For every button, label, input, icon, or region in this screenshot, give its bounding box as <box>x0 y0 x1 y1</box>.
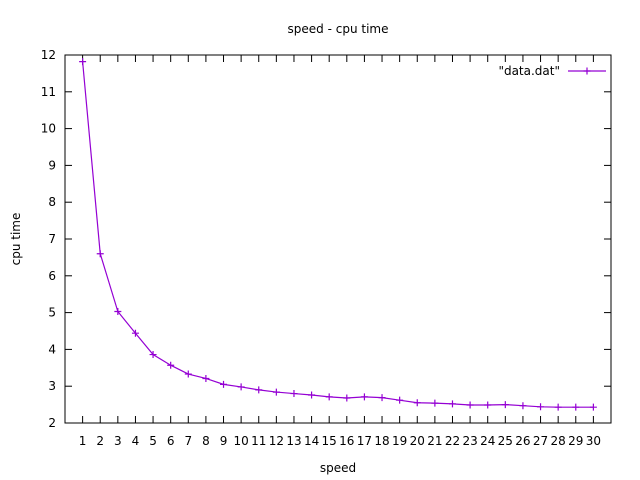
data-point <box>237 383 245 391</box>
data-point <box>360 393 368 401</box>
x-tick-label: 14 <box>304 434 319 448</box>
data-point <box>255 386 263 394</box>
x-tick-label: 7 <box>184 434 192 448</box>
x-tick-label: 21 <box>427 434 442 448</box>
y-tick-label: 3 <box>48 379 56 393</box>
data-point <box>378 394 386 402</box>
x-tick-label: 28 <box>551 434 566 448</box>
x-tick-label: 9 <box>220 434 228 448</box>
data-point <box>79 58 87 66</box>
x-tick-label: 26 <box>515 434 530 448</box>
x-tick-label: 5 <box>149 434 157 448</box>
plot-frame <box>64 54 612 424</box>
data-point <box>413 399 421 407</box>
y-tick-label: 9 <box>48 158 56 172</box>
series-line <box>82 61 594 408</box>
y-tick-label: 4 <box>48 342 56 356</box>
x-tick-label: 1 <box>79 434 87 448</box>
data-point <box>167 361 175 369</box>
data-point <box>554 403 562 411</box>
data-point <box>396 396 404 404</box>
data-point <box>484 401 492 409</box>
data-point <box>184 370 192 378</box>
x-tick-label: 19 <box>392 434 407 448</box>
y-tick-label: 6 <box>48 269 56 283</box>
data-point <box>308 391 316 399</box>
data-point <box>501 401 509 409</box>
data-point <box>131 329 139 337</box>
y-tick-label: 12 <box>41 48 56 62</box>
x-tick-label: 23 <box>462 434 477 448</box>
data-point <box>114 307 122 315</box>
x-tick-label: 13 <box>286 434 301 448</box>
x-axis-label: speed <box>320 461 356 475</box>
x-tick-label: 22 <box>445 434 460 448</box>
data-point <box>220 380 228 388</box>
data-point <box>572 403 580 411</box>
x-tick-label: 30 <box>586 434 601 448</box>
x-tick-label: 3 <box>114 434 122 448</box>
x-tick-label: 6 <box>167 434 175 448</box>
x-tick-label: 4 <box>132 434 140 448</box>
data-point <box>343 394 351 402</box>
y-tick-label: 8 <box>48 195 56 209</box>
y-tick-label: 2 <box>48 416 56 430</box>
x-tick-label: 12 <box>269 434 284 448</box>
legend-marker <box>583 67 591 75</box>
x-tick-label: 24 <box>480 434 495 448</box>
x-tick-label: 10 <box>233 434 248 448</box>
legend-label: "data.dat" <box>498 64 560 78</box>
x-tick-label: 11 <box>251 434 266 448</box>
x-tick-label: 2 <box>96 434 104 448</box>
data-point <box>96 250 104 258</box>
y-tick-label: 10 <box>41 122 56 136</box>
y-tick-label: 7 <box>48 232 56 246</box>
x-tick-label: 16 <box>339 434 354 448</box>
data-point <box>431 399 439 407</box>
series-layer <box>79 58 597 411</box>
data-point <box>537 403 545 411</box>
x-tick-label: 8 <box>202 434 210 448</box>
data-point <box>290 390 298 398</box>
data-point <box>448 400 456 408</box>
data-point <box>589 403 597 411</box>
data-point <box>466 401 474 409</box>
x-tick-label: 25 <box>498 434 513 448</box>
data-point <box>325 393 333 401</box>
data-point <box>202 374 210 382</box>
y-axis-label: cpu time <box>9 213 23 266</box>
y-tick-label: 11 <box>41 85 56 99</box>
data-point <box>149 351 157 359</box>
data-point <box>519 402 527 410</box>
chart-title: speed - cpu time <box>288 22 389 36</box>
x-tick-label: 18 <box>374 434 389 448</box>
x-tick-label: 20 <box>410 434 425 448</box>
x-tick-label: 17 <box>357 434 372 448</box>
legend: "data.dat" <box>498 64 606 78</box>
x-tick-label: 29 <box>568 434 583 448</box>
x-tick-label: 15 <box>322 434 337 448</box>
x-tick-label: 27 <box>533 434 548 448</box>
y-tick-label: 5 <box>48 306 56 320</box>
data-point <box>272 388 280 396</box>
